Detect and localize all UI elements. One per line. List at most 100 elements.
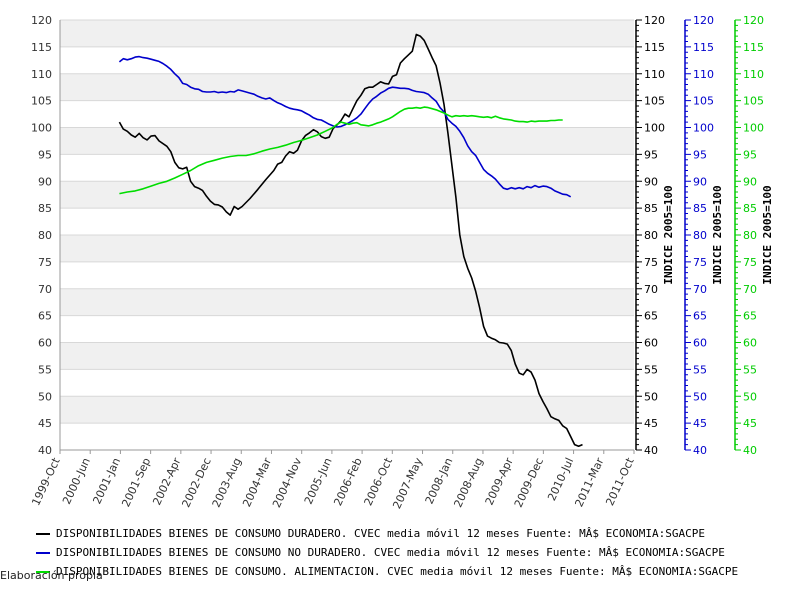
plot-bands: [60, 19, 634, 451]
right-tick-label: 70: [743, 283, 757, 296]
right-tick-label: 80: [644, 229, 658, 242]
right-tick-label: 120: [743, 14, 764, 27]
plot-band: [60, 46, 634, 74]
left-tick-label: 95: [38, 148, 52, 161]
right-tick-label: 65: [743, 310, 757, 323]
x-tick-label: 2006-Feb: [331, 456, 365, 508]
x-tick-label: 2007-May: [390, 455, 425, 511]
right-tick-label: 95: [644, 148, 658, 161]
right-tick-label: 90: [693, 175, 707, 188]
x-tick-label: 2011-Oct: [603, 455, 637, 508]
left-tick-label: 90: [38, 175, 52, 188]
right-tick-label: 70: [693, 283, 707, 296]
legend-swatch-no-duradero: [36, 552, 50, 554]
plot-band: [60, 396, 634, 424]
left-tick-label: 110: [31, 68, 52, 81]
right-tick-label: 65: [644, 310, 658, 323]
left-tick-label: 80: [38, 229, 52, 242]
plot-band: [60, 261, 634, 289]
right-tick-label: 105: [743, 95, 764, 108]
right-tick-label: 110: [743, 68, 764, 81]
legend-swatch-duradero: [36, 533, 50, 535]
right-tick-label: 40: [644, 444, 658, 457]
legend-item-duradero: DISPONIBILIDADES BIENES DE CONSUMO DURAD…: [36, 527, 705, 540]
x-tick-label: 2001-Sep: [119, 456, 153, 509]
plot-band: [60, 154, 634, 182]
left-tick-label: 65: [38, 310, 52, 323]
plot-band: [60, 208, 634, 235]
left-tick-label: 120: [31, 14, 52, 27]
right-tick-label: 95: [693, 148, 707, 161]
left-tick-label: 115: [31, 41, 52, 54]
x-tick-label: 2009-Apr: [483, 455, 516, 507]
right-tick-label: 80: [743, 229, 757, 242]
x-tick-label: 2011-Mar: [572, 455, 606, 509]
plot-band: [60, 423, 634, 450]
right-tick-label: 40: [693, 444, 707, 457]
x-tick-label: 2006-Oct: [362, 455, 396, 508]
left-tick-label: 60: [38, 337, 52, 350]
right-tick-label: 65: [693, 310, 707, 323]
right-tick-label: 100: [644, 122, 665, 135]
right-tick-label: 95: [743, 148, 757, 161]
right-tick-label: 60: [743, 337, 757, 350]
right-tick-label: 110: [693, 68, 714, 81]
left-tick-label: 75: [38, 256, 52, 269]
right-tick-label: 60: [693, 337, 707, 350]
left-tick-label: 45: [38, 417, 52, 430]
right-tick-label: 75: [743, 256, 757, 269]
plot-band: [60, 342, 634, 370]
x-tick-label: 2009-Dec: [512, 456, 546, 510]
x-tick-label: 2008-Jan: [423, 456, 456, 506]
right-tick-label: 50: [644, 390, 658, 403]
plot-band: [60, 315, 634, 343]
legend-item-alimentacion: DISPONIBILIDADES BIENES DE CONSUMO. ALIM…: [36, 565, 738, 578]
right-tick-label: 100: [743, 122, 764, 135]
right-tick-label: 115: [743, 41, 764, 54]
right-tick-label: 70: [644, 283, 658, 296]
x-tick-label: 1999-Oct: [29, 455, 63, 508]
series-line-1: [118, 55, 572, 198]
right-tick-label: 100: [693, 122, 714, 135]
plot-band: [60, 181, 634, 209]
x-tick-label: 2002-Apr: [150, 455, 183, 507]
credit-text: Elaboración propia: [0, 569, 103, 582]
left-tick-label: 105: [31, 95, 52, 108]
legend-label-duradero: DISPONIBILIDADES BIENES DE CONSUMO DURAD…: [56, 527, 706, 540]
legend-item-no-duradero: DISPONIBILIDADES BIENES DE CONSUMO NO DU…: [36, 546, 725, 559]
right-tick-label: 85: [743, 202, 757, 215]
right-tick-label: 105: [644, 95, 665, 108]
right-tick-label: 45: [644, 417, 658, 430]
right-tick-label: 60: [644, 337, 658, 350]
left-tick-label: 55: [38, 363, 52, 376]
right-tick-label: 115: [644, 41, 665, 54]
right-tick-label: 55: [693, 363, 707, 376]
right-tick-label: 85: [693, 202, 707, 215]
right-tick-label: 120: [693, 14, 714, 27]
right-tick-label: 45: [743, 417, 757, 430]
series-line-0: [118, 33, 583, 447]
x-tick-label: 2008-Aug: [451, 456, 485, 510]
x-tick-label: 2003-Aug: [210, 456, 244, 510]
plot-band: [60, 288, 634, 316]
left-tick-label: 85: [38, 202, 52, 215]
right-tick-label: 50: [743, 390, 757, 403]
legend-label-no-duradero: DISPONIBILIDADES BIENES DE CONSUMO NO DU…: [56, 546, 725, 559]
right-tick-label: 45: [693, 417, 707, 430]
x-tick-label: 2005-Jun: [302, 456, 335, 507]
series-layer: [118, 33, 583, 447]
left-tick-label: 70: [38, 283, 52, 296]
plot-band: [60, 73, 634, 101]
x-tick-label: 2004-Nov: [270, 455, 305, 509]
right-tick-label: 115: [693, 41, 714, 54]
right-tick-label: 120: [644, 14, 665, 27]
x-tick-label: 2010-Jul: [545, 456, 576, 503]
plot-band: [60, 20, 634, 47]
right-axis-title: INDICE 2005=100: [761, 185, 774, 284]
right-tick-label: 40: [743, 444, 757, 457]
right-tick-label: 75: [644, 256, 658, 269]
right-tick-label: 55: [743, 363, 757, 376]
x-tick-label: 2000-Jun: [60, 456, 93, 507]
x-tick-label: 2002-Dec: [179, 456, 213, 510]
